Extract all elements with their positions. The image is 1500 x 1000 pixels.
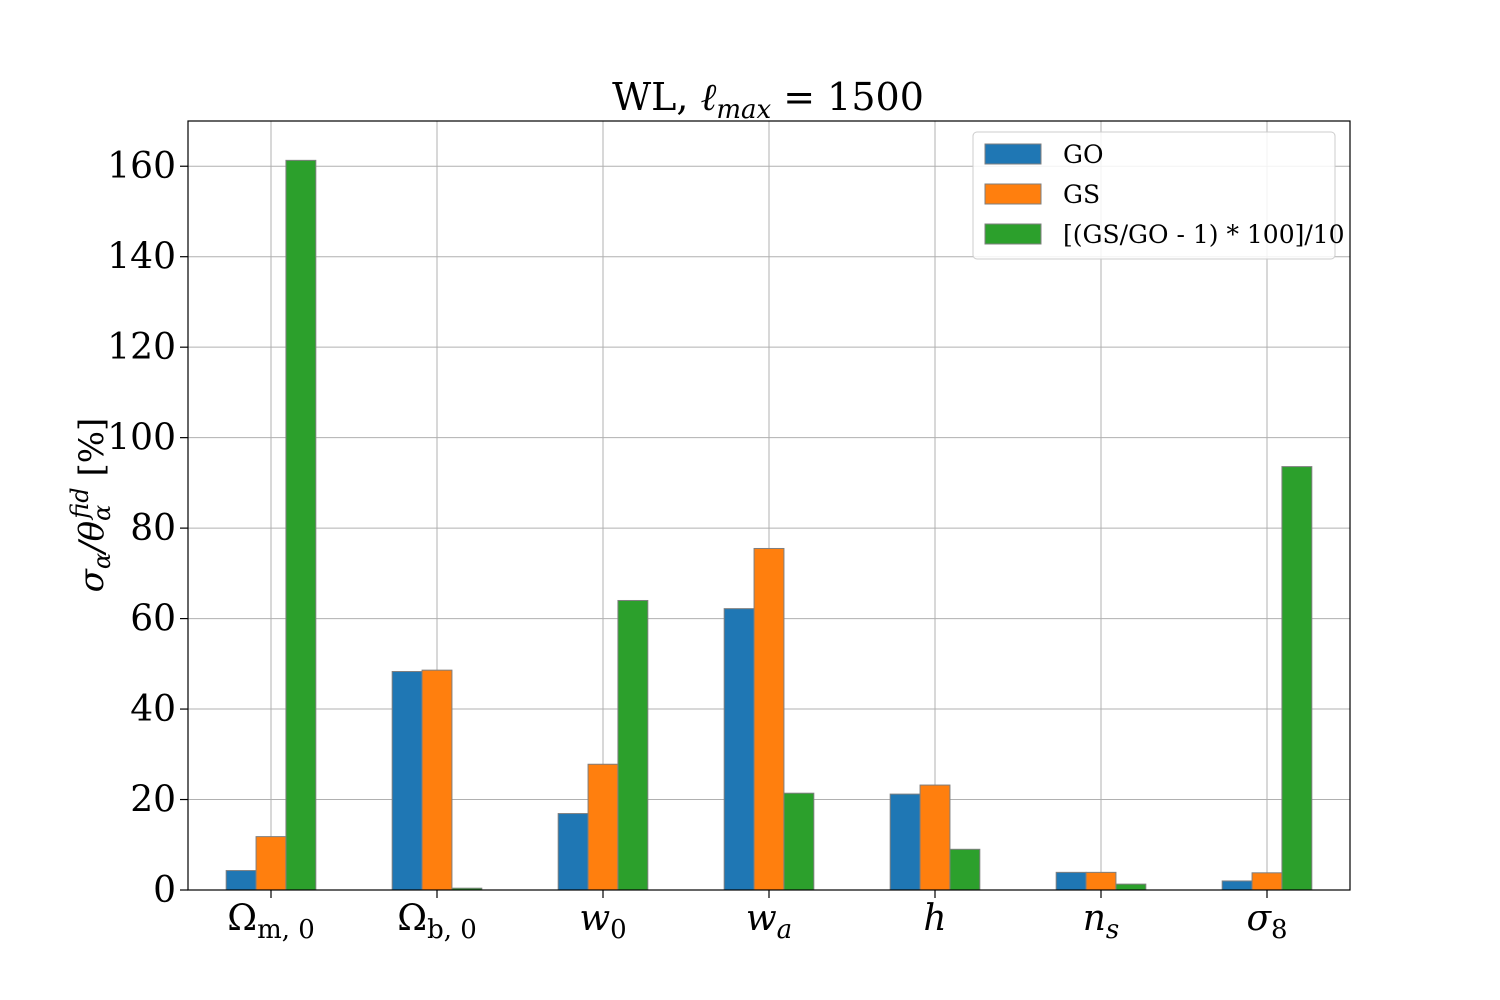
y-tick-label: 80 (130, 508, 176, 549)
bar-gs (753, 547, 785, 891)
legend: GO GS [(GS/GO - 1) * 100]/10 (972, 131, 1345, 260)
bar-gs (919, 784, 951, 891)
ylabel-unit: [%] (72, 418, 112, 488)
legend-swatch (984, 223, 1042, 245)
bar-gs (1251, 872, 1283, 891)
ylabel-sub1: α (88, 553, 116, 569)
ylabel-slash-theta: /θ (72, 521, 112, 556)
title-suffix: = 1500 (771, 75, 924, 119)
y-axis-ticks: 0 20 40 60 80 100 120 140 160 (107, 146, 188, 911)
legend-label: GS (1063, 180, 1100, 209)
bar-ratio (1281, 466, 1313, 891)
bar-go (723, 608, 755, 891)
bar-go (391, 671, 423, 891)
title-ell: ℓ (701, 75, 717, 119)
legend-label: [(GS/GO - 1) * 100]/10 (1063, 220, 1345, 249)
legend-swatch (984, 183, 1042, 205)
bar-ratio (285, 159, 317, 891)
bar-gs (587, 763, 619, 891)
y-tick-label: 60 (130, 599, 176, 640)
bar-gs (421, 669, 453, 891)
x-tick-label: σ8 (1246, 898, 1287, 945)
y-tick-label: 100 (107, 418, 176, 459)
bar-ratio (949, 848, 981, 891)
y-tick-label: 120 (107, 327, 176, 368)
bar-go (1055, 871, 1087, 891)
x-tick-label: wa (746, 898, 792, 945)
bar-go (557, 813, 589, 891)
x-tick-label: Ωb, 0 (397, 898, 477, 945)
y-tick-label: 140 (107, 237, 176, 278)
y-tick-label: 40 (130, 689, 176, 730)
x-axis-ticks: Ωm, 0 Ωb, 0 w0 wa h ns σ8 (227, 890, 1288, 945)
bar-gs (1085, 871, 1117, 891)
y-tick-label: 160 (107, 146, 176, 187)
legend-box (972, 131, 1336, 260)
x-tick-label: w0 (579, 898, 626, 945)
bar-go (225, 870, 257, 891)
ylabel-sub2: α (88, 505, 116, 521)
title-subscript: max (716, 95, 771, 125)
legend-swatch (984, 143, 1042, 165)
bar-ratio (617, 599, 649, 891)
ylabel-sup: fid (66, 487, 94, 520)
y-tick-label: 20 (130, 780, 176, 821)
x-tick-label: Ωm, 0 (227, 898, 315, 945)
y-axis-label: σα/θαfid [%] (66, 418, 116, 593)
x-tick-label: h (923, 898, 946, 939)
bar-series-group (225, 159, 1313, 891)
y-tick-label: 0 (153, 870, 176, 911)
ylabel-sigma: σ (72, 568, 112, 592)
bar-go (1221, 880, 1253, 891)
title-prefix: WL, (612, 75, 700, 119)
bar-gs (255, 836, 287, 891)
chart-title: WL, ℓmax = 1500 (612, 75, 924, 125)
bar-ratio (783, 792, 815, 891)
bar-go (889, 793, 921, 891)
bar-ratio (1115, 883, 1147, 891)
legend-label: GO (1063, 140, 1103, 169)
x-tick-label: ns (1083, 898, 1120, 945)
